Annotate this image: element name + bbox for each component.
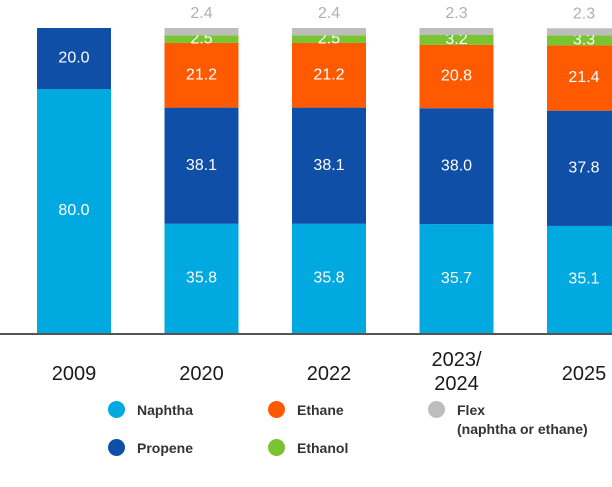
data-label: 35.7 — [441, 270, 472, 287]
legend-swatch — [268, 439, 285, 456]
legend-item: Naphtha — [108, 401, 193, 420]
data-label: 2.4 — [318, 5, 340, 22]
bar-segment — [419, 108, 494, 225]
legend-swatch — [108, 439, 125, 456]
legend-item: Ethanol — [268, 439, 348, 458]
x-tick-label: 2025 — [561, 363, 607, 385]
legend-label: Naphtha — [137, 402, 193, 418]
legend-item: Flex (naphtha or ethane) — [428, 401, 588, 439]
legend-label: Propene — [137, 440, 194, 456]
data-label: 21.4 — [568, 69, 599, 86]
bar-segment — [37, 89, 111, 333]
data-label: 2.4 — [190, 5, 212, 22]
bar-segment — [292, 28, 366, 36]
bar-segment — [419, 35, 494, 45]
x-tick-label: 2009 — [51, 363, 97, 385]
x-tick-label: 2022 — [306, 363, 352, 385]
legend-item: Propene — [108, 439, 193, 458]
x-tick-label: 2020 — [179, 363, 224, 385]
data-label: 21.2 — [186, 66, 217, 83]
data-label: 35.1 — [568, 271, 599, 288]
legend-label: Ethanol — [297, 440, 349, 456]
legend-label: Ethane — [297, 402, 344, 418]
x-tick-label: 2023/ 2024 — [431, 349, 482, 395]
data-label: 35.8 — [186, 270, 217, 287]
bar-segment — [547, 45, 612, 111]
bar-segment — [547, 225, 612, 333]
data-label: 37.8 — [568, 160, 599, 177]
data-label: 38.1 — [313, 157, 344, 174]
bar-segment — [292, 35, 366, 43]
legend-swatch — [108, 401, 125, 418]
bar-segment — [292, 107, 366, 224]
legend-item: Ethane — [268, 401, 344, 420]
legend-swatch — [268, 401, 285, 418]
bar-segment — [164, 107, 239, 224]
legend-label: Flex (naphtha or ethane) — [457, 402, 588, 437]
bar-segment — [547, 28, 612, 36]
data-label: 3.3 — [573, 32, 595, 49]
bar-segment — [547, 35, 612, 46]
bar-segment — [164, 35, 239, 43]
data-label: 20.8 — [441, 68, 472, 85]
data-label: 3.2 — [445, 31, 467, 48]
bar-segment — [292, 223, 366, 333]
bar-segment — [164, 42, 239, 108]
bar-segment — [164, 28, 239, 36]
bar-segment — [292, 42, 366, 108]
bar-segment — [419, 28, 494, 36]
legend-swatch — [428, 401, 445, 418]
bar-segment — [164, 223, 239, 333]
bar-segment — [37, 28, 111, 89]
data-label: 38.0 — [441, 157, 472, 174]
data-label: 2.3 — [445, 5, 467, 22]
bar-segment — [419, 44, 494, 109]
data-label: 35.8 — [313, 270, 344, 287]
data-label: 20.0 — [58, 50, 89, 67]
data-label: 38.1 — [186, 157, 217, 174]
bar-segment — [547, 110, 612, 226]
data-label: 21.2 — [313, 66, 344, 83]
bar-segment — [419, 224, 494, 333]
data-label: 80.0 — [58, 202, 89, 219]
data-label: 2.3 — [573, 6, 595, 23]
